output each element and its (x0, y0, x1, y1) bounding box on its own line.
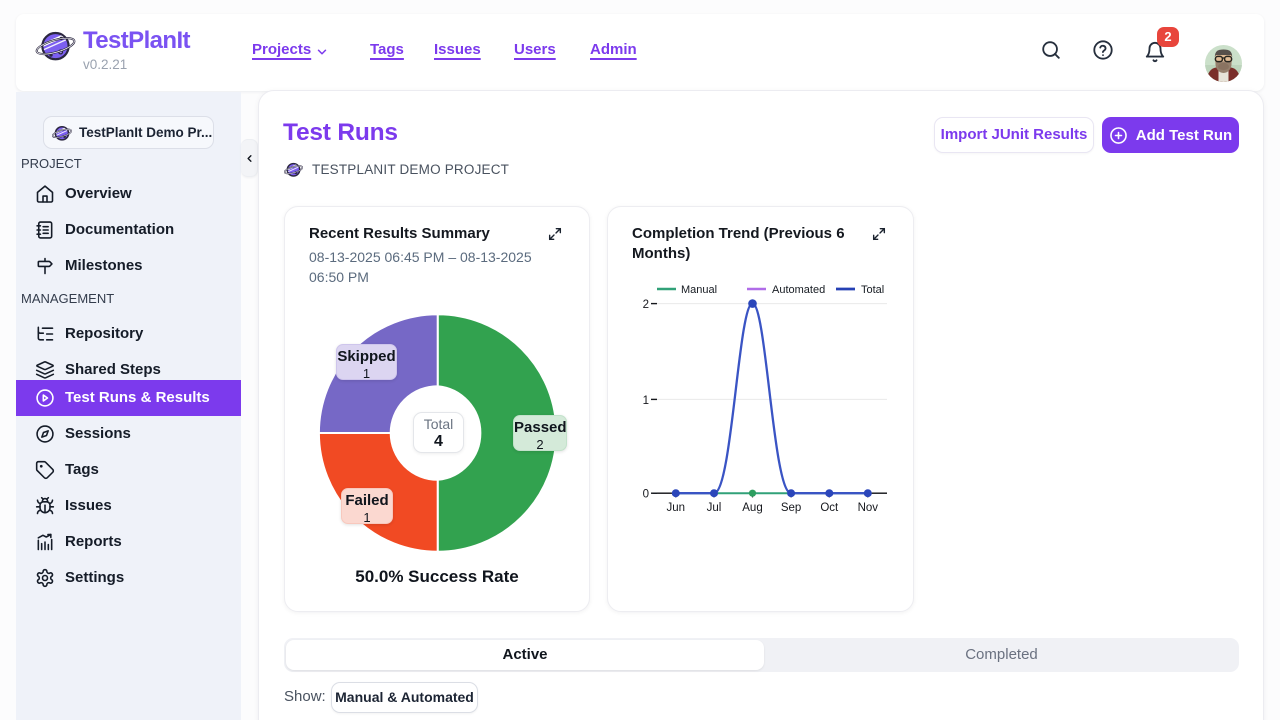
svg-text:Oct: Oct (820, 502, 839, 514)
svg-text:Sep: Sep (781, 502, 801, 514)
svg-text:2: 2 (643, 299, 649, 311)
svg-text:Automated: Automated (772, 284, 825, 296)
svg-text:Manual: Manual (681, 284, 717, 296)
svg-text:Jul: Jul (707, 502, 722, 514)
svg-text:Aug: Aug (742, 502, 762, 514)
svg-text:Nov: Nov (858, 502, 879, 514)
svg-text:1: 1 (643, 395, 649, 407)
svg-text:0: 0 (643, 489, 649, 501)
svg-text:Jun: Jun (667, 502, 686, 514)
svg-text:Total: Total (861, 284, 884, 296)
